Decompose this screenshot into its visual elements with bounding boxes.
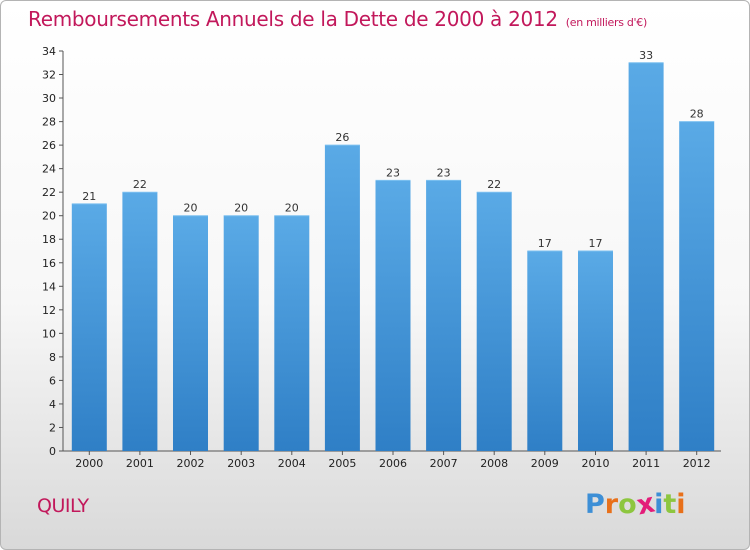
- x-tick-label: 2003: [227, 457, 255, 470]
- proxiti-logo: Proxiti: [585, 488, 686, 522]
- x-tick-label: 2011: [632, 457, 660, 470]
- y-tick-label: 8: [49, 351, 56, 364]
- y-tick-label: 0: [49, 445, 56, 458]
- chart-bars: [71, 62, 715, 452]
- bar: [628, 62, 664, 452]
- y-tick-label: 22: [42, 186, 56, 199]
- bar-value-label: 28: [690, 108, 704, 121]
- bar: [223, 215, 259, 451]
- chart-subtitle: (en milliers d'€): [565, 16, 647, 29]
- logo-letter: i: [654, 489, 664, 520]
- x-tick-label: 2004: [278, 457, 306, 470]
- y-tick-label: 20: [42, 210, 56, 223]
- bar-value-label: 22: [133, 178, 147, 191]
- logo-letter: i: [676, 489, 686, 520]
- x-tick-label: 2007: [430, 457, 458, 470]
- y-tick-label: 18: [42, 233, 56, 246]
- y-tick-label: 6: [49, 374, 56, 387]
- logo-letter: r: [604, 489, 619, 520]
- x-tick-label: 2002: [177, 457, 205, 470]
- y-tick-label: 12: [42, 304, 56, 317]
- y-tick-label: 2: [49, 421, 56, 434]
- bar: [476, 192, 512, 451]
- logo-letter: o: [618, 489, 637, 520]
- y-tick-label: 26: [42, 139, 56, 152]
- y-tick-label: 10: [42, 327, 56, 340]
- x-tick-label: 2009: [531, 457, 559, 470]
- chart-title-text: Remboursements Annuels de la Dette de 20…: [28, 7, 558, 31]
- y-tick-label: 14: [42, 280, 56, 293]
- y-tick-label: 28: [42, 116, 56, 129]
- bar: [71, 203, 107, 451]
- bar-value-label: 17: [589, 237, 603, 250]
- bar-value-label: 23: [437, 166, 451, 179]
- bar-value-label: 17: [538, 237, 552, 250]
- x-tick-label: 2000: [75, 457, 103, 470]
- bar: [274, 215, 310, 451]
- bar-value-label: 21: [82, 190, 96, 203]
- x-tick-label: 2001: [126, 457, 154, 470]
- bar-value-label: 20: [184, 202, 198, 215]
- bar-value-label: 20: [285, 202, 299, 215]
- bar: [578, 251, 613, 451]
- bar: [173, 215, 208, 451]
- y-tick-label: 24: [42, 163, 56, 176]
- x-tick-label: 2006: [379, 457, 407, 470]
- bar-value-label: 23: [386, 166, 400, 179]
- x-tick-label: 2008: [480, 457, 508, 470]
- bar: [527, 251, 563, 451]
- chart-data-labels: 21 22 20 20 20 26 23 23 22 17 17 33 28: [82, 49, 703, 250]
- chart-title: Remboursements Annuels de la Dette de 20…: [28, 7, 647, 31]
- logo-letter: t: [663, 489, 677, 520]
- bar: [426, 180, 462, 451]
- x-tick-label: 2005: [328, 457, 356, 470]
- bar-value-label: 20: [234, 202, 248, 215]
- y-tick-label: 34: [42, 45, 56, 58]
- bar: [679, 121, 715, 451]
- bar-value-label: 33: [639, 49, 653, 62]
- logo-letter: P: [585, 489, 605, 520]
- y-tick-label: 32: [42, 69, 56, 82]
- bar-value-label: 26: [335, 131, 349, 144]
- bar-value-label: 22: [487, 178, 501, 191]
- bar: [375, 180, 411, 451]
- y-tick-label: 16: [42, 257, 56, 270]
- location-name: QUILY: [37, 495, 89, 517]
- bar: [324, 145, 360, 451]
- x-tick-label: 2010: [582, 457, 610, 470]
- x-tick-label: 2012: [683, 457, 711, 470]
- y-tick-label: 4: [49, 398, 56, 411]
- y-tick-label: 30: [42, 92, 56, 105]
- bar: [122, 192, 158, 451]
